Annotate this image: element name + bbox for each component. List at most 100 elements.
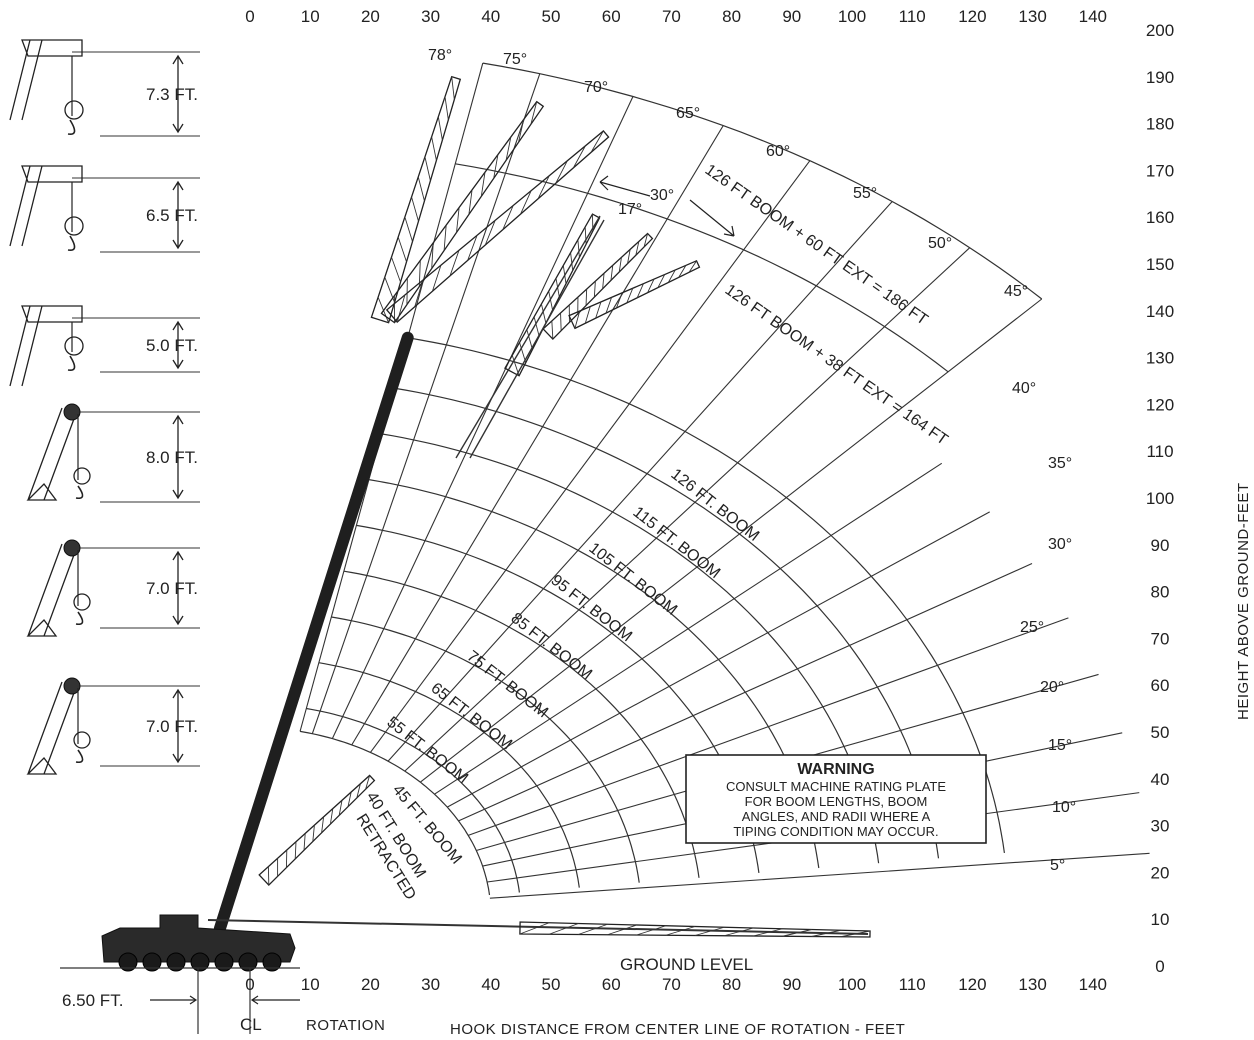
carrier-wheel [190, 952, 210, 972]
carrier-wheel [238, 952, 258, 972]
y-tick: 40 [1151, 770, 1170, 789]
x-tick-top: 30 [421, 7, 440, 26]
x-tick-top: 110 [899, 7, 926, 26]
hook-ball [73, 467, 91, 485]
boom-head [9, 165, 83, 247]
x-tick-bottom: 80 [722, 975, 741, 994]
offset-angle-label: 17° [618, 201, 642, 218]
x-tick-bottom: 50 [542, 975, 561, 994]
angle-label: 20° [1040, 679, 1064, 696]
hook-ball [73, 593, 91, 611]
carrier-wheel [262, 952, 282, 972]
warning-line: ANGLES, AND RADII WHERE A [742, 809, 931, 824]
x-tick-bottom: 10 [301, 975, 320, 994]
offset-arrows [150, 995, 300, 1005]
y-tick: 60 [1151, 676, 1170, 695]
ground-level-label: GROUND LEVEL [620, 955, 753, 974]
boom-length-label: 126 FT. BOOM [668, 466, 763, 545]
jib-line [455, 215, 601, 459]
centerline-label: CL [240, 1015, 262, 1034]
angle-label: 15° [1048, 737, 1072, 754]
hook-icon [75, 749, 84, 764]
sheave [63, 677, 81, 695]
hook-dimension-arrow [172, 550, 184, 626]
angle-line [369, 160, 811, 753]
x-tick-top: 70 [662, 7, 681, 26]
angle-label: 25° [1020, 619, 1044, 636]
x-tick-bottom: 0 [245, 975, 254, 994]
angle-line [446, 511, 990, 808]
x-tick-top: 60 [602, 7, 621, 26]
angle-label: 75° [503, 51, 527, 68]
x-tick-top: 0 [245, 7, 254, 26]
x-tick-bottom: 110 [899, 975, 926, 994]
angle-label: 78° [428, 47, 452, 64]
x-tick-top: 40 [481, 7, 500, 26]
offset-angle-label: 30° [650, 187, 674, 204]
hook-block-diagrams: 7.3 FT. 6.5 FT. 5.0 FT. 8.0 FT. 7.0 FT. 7.0 F… [9, 39, 200, 775]
sheave [63, 539, 81, 557]
y-tick: 180 [1146, 115, 1174, 134]
short-jib-c [568, 259, 701, 330]
jib-head [26, 681, 79, 775]
x-tick-top: 50 [542, 7, 561, 26]
angle-label: 30° [1048, 536, 1072, 553]
y-tick: 90 [1151, 536, 1170, 555]
angle-line [458, 563, 1033, 822]
boom-length-label: 95 FT. BOOM [548, 572, 636, 646]
y-tick: 160 [1146, 208, 1174, 227]
x-tick-bottom: 100 [838, 975, 866, 994]
x-tick-top: 130 [1018, 7, 1046, 26]
x-tick-top: 20 [361, 7, 380, 26]
x-tick-bottom: 40 [481, 975, 500, 994]
angle-line [419, 298, 1043, 783]
hook-block-label: 6.5 FT. [146, 206, 198, 225]
y-tick: 50 [1151, 723, 1170, 742]
offset-arrow [599, 175, 651, 197]
hook-dimension-arrow [172, 54, 184, 134]
carrier-wheel [118, 952, 138, 972]
y-axis-title: HEIGHT ABOVE GROUND-FEET [1235, 482, 1252, 720]
hook-icon [67, 355, 76, 372]
y-tick: 170 [1146, 161, 1174, 180]
hook-block-label: 8.0 FT. [146, 448, 198, 467]
angle-label: 70° [584, 79, 608, 96]
angle-line [404, 247, 971, 772]
angle-label: 50° [928, 235, 952, 252]
retracted-jib [258, 774, 376, 887]
x-tick-bottom: 70 [662, 975, 681, 994]
y-tick: 0 [1155, 957, 1164, 976]
angle-label: 10° [1052, 799, 1076, 816]
hook-ball [73, 731, 91, 749]
warning-line: FOR BOOM LENGTHS, BOOM [745, 794, 928, 809]
x-tick-bottom: 30 [421, 975, 440, 994]
angle-line [311, 73, 541, 734]
angle-line [489, 852, 1150, 899]
x-tick-bottom: 90 [782, 975, 801, 994]
boom-length-label: 115 FT. BOOM [630, 504, 724, 582]
x-tick-top: 100 [838, 7, 866, 26]
carrier-wheel [166, 952, 186, 972]
hook-dimension-arrow [172, 414, 184, 500]
angle-label: 5° [1050, 857, 1065, 874]
boom-length-arc [318, 662, 580, 888]
angle-label: 60° [766, 143, 790, 160]
boom-length-arc [343, 570, 700, 878]
hook-icon [75, 485, 84, 500]
hook-dimension-arrow [172, 320, 184, 370]
angle-line [331, 96, 634, 739]
hook-block [64, 216, 84, 236]
main-boom [213, 331, 414, 935]
short-jib-c-lattice [574, 260, 697, 329]
y-tick: 200 [1146, 21, 1174, 40]
hook-block-label: 7.0 FT. [146, 717, 198, 736]
x-tick-bottom: 120 [958, 975, 986, 994]
y-tick: 80 [1151, 583, 1170, 602]
hook-icon [75, 611, 84, 626]
jib-75-lattice [393, 101, 538, 323]
warning-line: CONSULT MACHINE RATING PLATE [726, 779, 946, 794]
angle-label: 40° [1012, 380, 1036, 397]
angle-label: 65° [676, 105, 700, 122]
carrier-wheel [214, 952, 234, 972]
